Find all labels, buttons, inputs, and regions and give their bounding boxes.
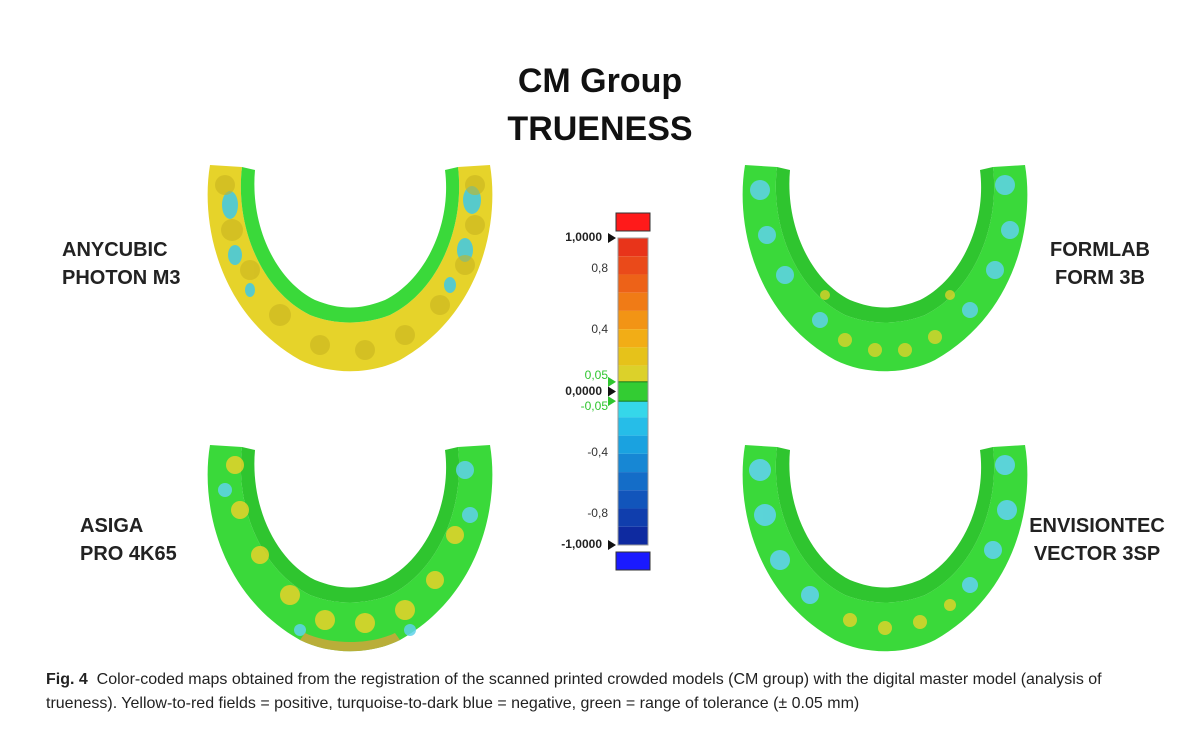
scale-over-range-swatch <box>615 212 651 232</box>
scale-tick-marker <box>608 233 616 243</box>
label-anycubic: ANYCUBIC PHOTON M3 <box>62 236 181 292</box>
scale-tick-label: 0,0000 <box>565 383 602 398</box>
arch-asiga-map <box>207 445 493 652</box>
scale-segment-negative <box>618 453 648 473</box>
label-asiga-line1: ASIGA <box>80 515 144 537</box>
scale-segment-negative <box>618 472 648 491</box>
scale-tick-label: -0,8 <box>587 506 608 521</box>
caption-text: Color-coded maps obtained from the regis… <box>46 671 1102 712</box>
scale-tick-marker <box>608 540 616 550</box>
deviation-color-scale: 1,0000 0,8 0,4 0,05 0,0000 -0,05 -0,4 -0,8 -1,00… <box>540 205 680 585</box>
scale-tick-label: 1,0000 <box>565 230 602 244</box>
label-formlab-line2: FORM 3B <box>1055 267 1145 289</box>
figure-title-line2: TRUENESS <box>507 110 693 148</box>
scale-segment-negative <box>618 490 648 509</box>
scale-tick-label: 0,4 <box>591 322 608 337</box>
figure-title-line1: CM Group <box>517 62 683 100</box>
label-anycubic-line1: ANYCUBIC <box>62 239 168 261</box>
label-formlab: FORMLAB FORM 3B <box>1040 236 1160 292</box>
scale-tick-marker <box>608 376 616 387</box>
scale-segment-positive <box>618 310 648 330</box>
scale-tick-label: -0,4 <box>587 444 608 459</box>
scale-tick-label: 0,05 <box>584 367 608 382</box>
scale-segment-negative <box>618 417 648 436</box>
label-formlab-line1: FORMLAB <box>1050 239 1150 261</box>
scale-tick-label: -0,05 <box>580 399 608 414</box>
label-envisiontec: ENVISIONTEC VECTOR 3SP <box>1022 512 1172 568</box>
caption-figure-number: Fig. 4 <box>46 671 88 688</box>
scale-tick-label: 0,8 <box>591 260 608 275</box>
scale-segment-positive <box>618 292 648 311</box>
scale-segment-positive <box>618 256 648 275</box>
scale-frame <box>617 237 649 546</box>
scale-under-range-swatch <box>615 551 651 571</box>
scale-segment-positive <box>618 274 648 293</box>
label-envisiontec-line1: ENVISIONTEC <box>1029 515 1165 537</box>
color-scale-bar <box>608 212 651 571</box>
label-asiga-line2: PRO 4K65 <box>80 543 177 565</box>
arch-envisiontec-map <box>742 445 1028 652</box>
scale-segment-positive <box>618 365 648 384</box>
scale-segment-negative <box>618 508 648 527</box>
scale-segment-positive <box>618 329 648 348</box>
label-envisiontec-line2: VECTOR 3SP <box>1033 543 1161 565</box>
scale-tolerance-band <box>617 381 649 402</box>
scale-tick-marker <box>608 386 616 397</box>
arch-anycubic-map <box>207 165 493 372</box>
scale-segment-negative <box>618 435 648 454</box>
scale-segment-positive <box>618 238 648 257</box>
scale-tick-label: -1,0000 <box>561 537 602 551</box>
figure-caption: Fig. 4 Color-coded maps obtained from th… <box>46 668 1156 716</box>
scale-segment-positive <box>618 347 648 366</box>
scale-segment-negative <box>618 399 648 418</box>
label-asiga: ASIGA PRO 4K65 <box>80 512 177 568</box>
scale-segment-negative <box>618 526 648 545</box>
scale-tick-marker <box>608 396 616 407</box>
label-anycubic-line2: PHOTON M3 <box>62 267 181 289</box>
arch-formlab-map <box>742 165 1028 372</box>
